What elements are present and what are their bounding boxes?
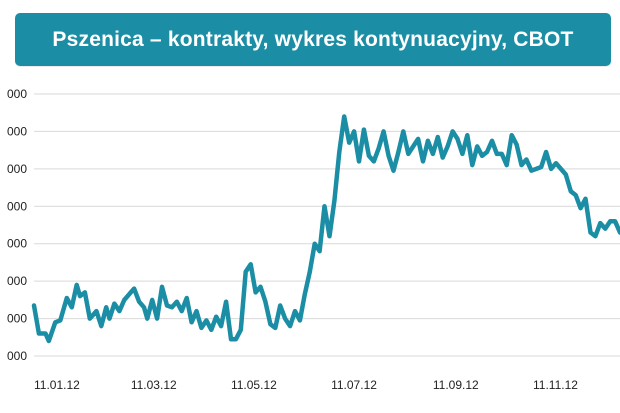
y-tick-label: 000 — [7, 312, 27, 326]
chart-title-bar: Pszenica – kontrakty, wykres kontynuacyj… — [15, 13, 611, 66]
chart-title: Pszenica – kontrakty, wykres kontynuacyj… — [52, 27, 574, 51]
series-layer — [31, 114, 620, 344]
x-tick-label: 11.09.12 — [433, 378, 479, 392]
y-tick-label: 000 — [7, 199, 27, 213]
x-tick-label: 11.01.12 — [34, 378, 80, 392]
x-tick-label: 11.05.12 — [231, 378, 277, 392]
y-tick-label: 000 — [7, 349, 27, 363]
x-tick-label: 11.07.12 — [331, 378, 377, 392]
series-line — [31, 114, 620, 344]
gridlines — [34, 93, 620, 357]
x-tick-label: 11.03.12 — [131, 378, 177, 392]
axis-labels: 000 000 000 000 000 000 000 000 11.01.12 11.03.12… — [7, 87, 578, 392]
y-tick-label: 000 — [7, 274, 27, 288]
x-tick-label: 11.11.12 — [533, 378, 578, 392]
y-tick-label: 000 — [7, 237, 27, 251]
y-tick-label: 000 — [7, 87, 27, 101]
y-tick-label: 000 — [7, 162, 27, 176]
y-tick-label: 000 — [7, 124, 27, 138]
